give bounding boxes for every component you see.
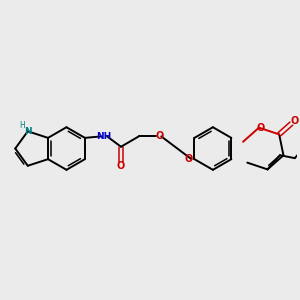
Text: O: O [117,161,125,171]
Text: O: O [156,131,164,141]
Text: O: O [291,116,299,126]
Text: H: H [20,122,25,130]
Text: NH: NH [97,132,112,141]
Text: O: O [256,123,265,133]
Text: O: O [185,154,193,164]
Text: N: N [24,127,32,136]
